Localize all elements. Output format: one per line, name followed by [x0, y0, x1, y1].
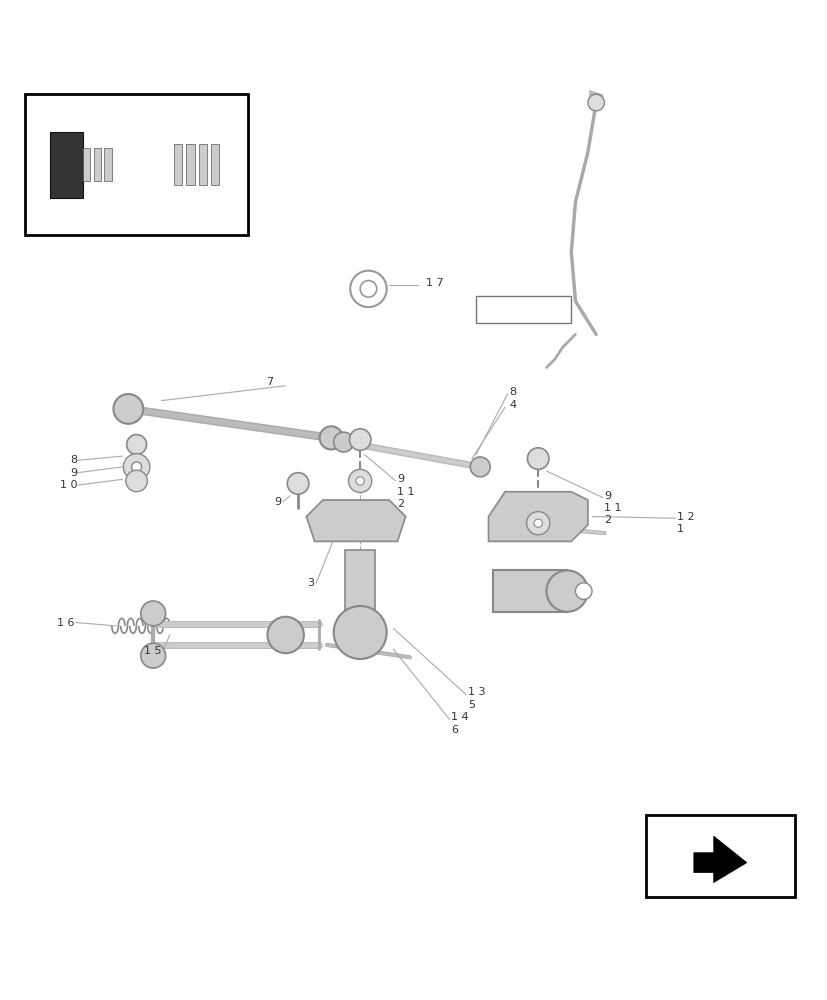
- Bar: [25, 94, 248, 235]
- Circle shape: [526, 512, 549, 535]
- Circle shape: [470, 457, 490, 477]
- Text: 1 6: 1 6: [57, 618, 74, 628]
- Polygon shape: [306, 500, 405, 541]
- Circle shape: [287, 473, 308, 494]
- Text: 2: 2: [604, 515, 611, 525]
- Bar: [93, 148, 101, 181]
- Circle shape: [141, 643, 165, 668]
- Circle shape: [123, 454, 150, 480]
- Bar: [104, 148, 112, 181]
- Polygon shape: [488, 492, 587, 541]
- Text: 1 4: 1 4: [451, 712, 468, 722]
- Circle shape: [349, 429, 370, 450]
- Bar: [492, 570, 566, 612]
- Circle shape: [587, 94, 604, 111]
- Text: 1: 1: [676, 524, 683, 534]
- Circle shape: [333, 606, 386, 659]
- Text: 7: 7: [265, 377, 273, 387]
- Text: 1 1: 1 1: [604, 503, 621, 513]
- Circle shape: [126, 470, 147, 492]
- Circle shape: [546, 570, 587, 612]
- Bar: [345, 550, 375, 624]
- Text: 1 1: 1 1: [397, 487, 414, 497]
- Circle shape: [131, 462, 141, 472]
- Text: 9: 9: [69, 468, 77, 478]
- Text: 6: 6: [451, 725, 457, 735]
- Text: 1 3: 1 3: [467, 687, 485, 697]
- Bar: [198, 144, 207, 185]
- Circle shape: [527, 448, 548, 469]
- Text: 8: 8: [69, 455, 77, 465]
- Bar: [645, 815, 794, 897]
- Circle shape: [127, 435, 146, 454]
- Circle shape: [356, 477, 364, 485]
- Text: 3: 3: [308, 578, 314, 588]
- Circle shape: [333, 432, 353, 452]
- Text: 1 2: 1 2: [676, 512, 694, 522]
- Bar: [50, 132, 83, 198]
- Circle shape: [575, 583, 591, 599]
- Text: 2: 2: [397, 499, 404, 509]
- Text: 5: 5: [467, 700, 474, 710]
- Circle shape: [533, 519, 542, 527]
- Circle shape: [360, 281, 376, 297]
- Circle shape: [141, 601, 165, 626]
- Polygon shape: [693, 836, 746, 883]
- Text: PAG. 1: PAG. 1: [504, 305, 541, 315]
- Text: 4: 4: [509, 400, 516, 410]
- Text: 9: 9: [274, 497, 281, 507]
- Text: 8: 8: [509, 387, 516, 397]
- Bar: [83, 148, 90, 181]
- Text: 1 0: 1 0: [60, 480, 77, 490]
- Text: 1 5: 1 5: [144, 646, 161, 656]
- FancyBboxPatch shape: [476, 296, 571, 323]
- Circle shape: [267, 617, 304, 653]
- Circle shape: [319, 426, 342, 449]
- Bar: [211, 144, 219, 185]
- Text: 9: 9: [397, 474, 404, 484]
- Text: 1 7: 1 7: [426, 278, 443, 288]
- Bar: [174, 144, 182, 185]
- Bar: [186, 144, 194, 185]
- Circle shape: [348, 469, 371, 493]
- Circle shape: [350, 271, 386, 307]
- Text: 9: 9: [604, 491, 611, 501]
- Bar: [33, 103, 240, 227]
- Circle shape: [113, 394, 143, 424]
